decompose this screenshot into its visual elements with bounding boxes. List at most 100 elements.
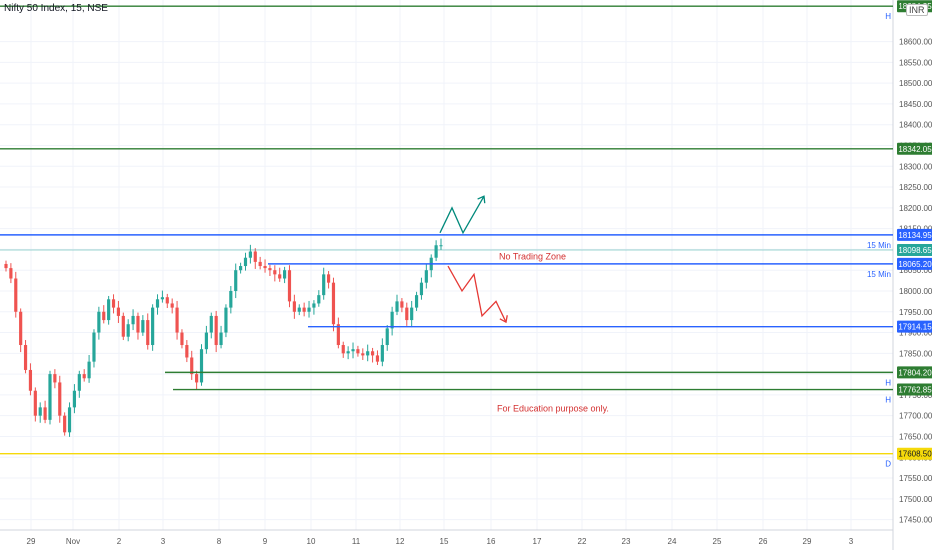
price-label-box: [897, 142, 932, 155]
price-tick-label: 18400.00: [899, 121, 932, 130]
candle-body: [102, 311, 106, 321]
candle-body: [224, 307, 228, 333]
candle: [58, 375, 62, 423]
candle: [28, 363, 33, 396]
candle: [229, 285, 233, 314]
level-tag: D: [885, 460, 891, 469]
candle: [429, 254, 433, 278]
candle-body: [121, 315, 125, 337]
price-tick-label: 18050.00: [899, 266, 932, 275]
candle: [243, 252, 248, 271]
time-tick-label: 9: [263, 537, 268, 546]
candle-body: [14, 278, 18, 312]
candle: [131, 309, 135, 331]
price-label-text: 17804.20: [898, 368, 932, 377]
candle: [292, 294, 296, 319]
currency-badge[interactable]: INR: [906, 4, 928, 16]
candle-body: [307, 307, 311, 312]
price-tick-label: 18550.00: [899, 58, 932, 67]
candle: [180, 329, 184, 349]
candle-body: [131, 315, 135, 325]
candle: [263, 259, 267, 273]
price-tick-label: 17500.00: [899, 495, 932, 504]
candle: [82, 369, 86, 382]
candle: [287, 265, 292, 308]
candle: [361, 348, 365, 360]
price-tick-label: 17900.00: [899, 329, 932, 338]
candle-body: [92, 332, 96, 362]
candle: [346, 346, 350, 360]
candle: [33, 387, 37, 422]
price-tick-label: 18250.00: [899, 183, 932, 192]
candle: [204, 325, 208, 354]
candle: [302, 302, 306, 317]
price-label-box: [897, 383, 932, 396]
candle: [116, 300, 121, 323]
level-tag: 15 Min: [867, 270, 891, 279]
price-tick-label: 17450.00: [899, 516, 932, 525]
candle-body: [263, 266, 267, 269]
candle-body: [253, 251, 257, 262]
candle: [370, 347, 375, 363]
candle: [87, 354, 91, 383]
level-tag: 15 Min: [867, 241, 891, 250]
candle-body: [292, 301, 296, 312]
candle: [67, 402, 72, 437]
candle-body: [268, 268, 272, 271]
price-label-box: [897, 257, 932, 270]
time-tick-label: 24: [668, 537, 677, 546]
candle: [53, 369, 57, 389]
price-tick-label: 18200.00: [899, 204, 932, 213]
level-tag: H: [885, 12, 891, 21]
candle: [419, 277, 424, 300]
candle: [107, 295, 111, 325]
candle: [380, 338, 384, 367]
candle-body: [424, 270, 428, 283]
candle-body: [317, 295, 321, 304]
candle: [185, 340, 189, 363]
candle-body: [302, 307, 306, 312]
candle: [336, 317, 340, 349]
price-label-box: [897, 447, 932, 460]
candle: [224, 304, 228, 338]
candle-body: [151, 307, 155, 346]
time-tick-label: 25: [713, 537, 722, 546]
candle-body: [375, 355, 380, 362]
candle-body: [146, 320, 150, 346]
candle: [331, 277, 336, 332]
candle: [424, 263, 428, 289]
candle-body: [87, 361, 91, 379]
candle-body: [326, 274, 331, 283]
candle-body: [165, 297, 169, 304]
candle: [214, 310, 218, 353]
price-tick-label: 18000.00: [899, 287, 932, 296]
candle-body: [434, 245, 438, 258]
candle: [38, 402, 42, 423]
candle: [48, 370, 52, 425]
candle-body: [126, 324, 130, 337]
candle: [43, 400, 47, 424]
time-tick-label: 12: [396, 537, 405, 546]
candle-body: [63, 415, 67, 433]
candle: [312, 300, 316, 315]
price-label-box: [897, 320, 932, 333]
candle-body: [53, 374, 57, 383]
bullish-arrow-head: [477, 195, 486, 204]
candle-body: [243, 257, 248, 267]
candle-body: [4, 263, 8, 269]
candle-body: [283, 270, 287, 279]
candle-body: [107, 299, 111, 321]
time-tick-label: 23: [622, 537, 631, 546]
candle: [97, 306, 101, 340]
level-tag: H: [885, 378, 891, 387]
candle-body: [273, 270, 277, 275]
candle-body: [82, 374, 86, 379]
candle-body: [400, 301, 404, 308]
candle-body: [346, 351, 350, 354]
price-tick-label: 17950.00: [899, 308, 932, 317]
candle: [375, 350, 380, 365]
candle-body: [43, 407, 47, 420]
candle-body: [312, 303, 316, 308]
price-label-text: 18342.05: [898, 145, 932, 154]
